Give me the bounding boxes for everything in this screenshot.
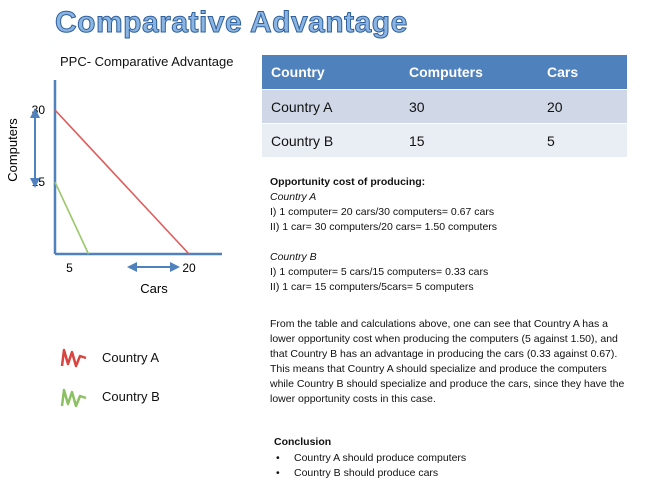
country-a-label: Country A	[270, 191, 317, 203]
legend-scribble-country-a	[60, 348, 87, 368]
x-tick-label: 20	[182, 261, 196, 275]
list-item: • Country A should produce computers	[274, 451, 466, 467]
chart-title: PPC- Comparative Advantage	[60, 54, 234, 69]
table-cell: 5	[538, 123, 627, 158]
bullet-icon: •	[276, 451, 280, 464]
series-line-country-a	[54, 109, 190, 255]
series-line-country-b	[54, 181, 90, 255]
explanation-paragraph: From the table and calculations above, o…	[270, 318, 625, 405]
table-row: Country A 30 20	[262, 89, 627, 124]
table-header: Country	[262, 55, 400, 90]
opportunity-cost-section: Opportunity cost of producing: Country A…	[270, 175, 497, 295]
list-item: • Country B should produce cars	[274, 466, 466, 482]
conclusion-heading: Conclusion	[274, 436, 332, 448]
x-axis-label: Cars	[140, 281, 168, 296]
country-a-line-2: II) 1 car= 30 computers/20 cars= 1.50 co…	[270, 221, 498, 233]
data-table: Country Computers Cars Country A 30 20 C…	[262, 55, 627, 158]
table-header: Cars	[538, 55, 627, 90]
conclusion-item: Country B should produce cars	[294, 467, 439, 479]
y-axis-label: Computers	[5, 118, 20, 182]
country-b-line-1: I) 1 computer= 5 cars/15 computers= 0.33…	[270, 266, 489, 278]
table-header: Computers	[400, 55, 538, 90]
legend-scribble-country-b	[60, 388, 87, 408]
table-row: Country B 15 5	[262, 123, 627, 158]
table-cell: Country B	[262, 123, 400, 158]
table-header-row: Country Computers Cars	[262, 55, 627, 90]
x-tick-label: 5	[66, 261, 73, 275]
legend-label-country-b: Country B	[102, 389, 160, 404]
table-cell: 20	[538, 89, 627, 124]
country-a-line-1: I) 1 computer= 20 cars/30 computers= 0.6…	[270, 206, 495, 218]
table-cell: 15	[400, 123, 538, 158]
legend-label-country-a: Country A	[102, 350, 160, 365]
table-cell: Country A	[262, 89, 400, 124]
bullet-icon: •	[276, 467, 280, 479]
conclusion-item: Country A should produce computers	[294, 451, 467, 464]
country-b-line-2: II) 1 car= 15 computers/5cars= 5 compute…	[270, 281, 474, 293]
country-b-label: Country B	[270, 251, 317, 263]
vertical-double-arrow	[30, 108, 40, 188]
horizontal-double-arrow	[127, 262, 180, 272]
table-cell: 30	[400, 89, 538, 124]
page-title: Comparative Advantage	[55, 6, 408, 40]
opportunity-heading: Opportunity cost of producing:	[270, 176, 426, 188]
conclusion-section: Conclusion • Country A should produce co…	[274, 435, 466, 482]
